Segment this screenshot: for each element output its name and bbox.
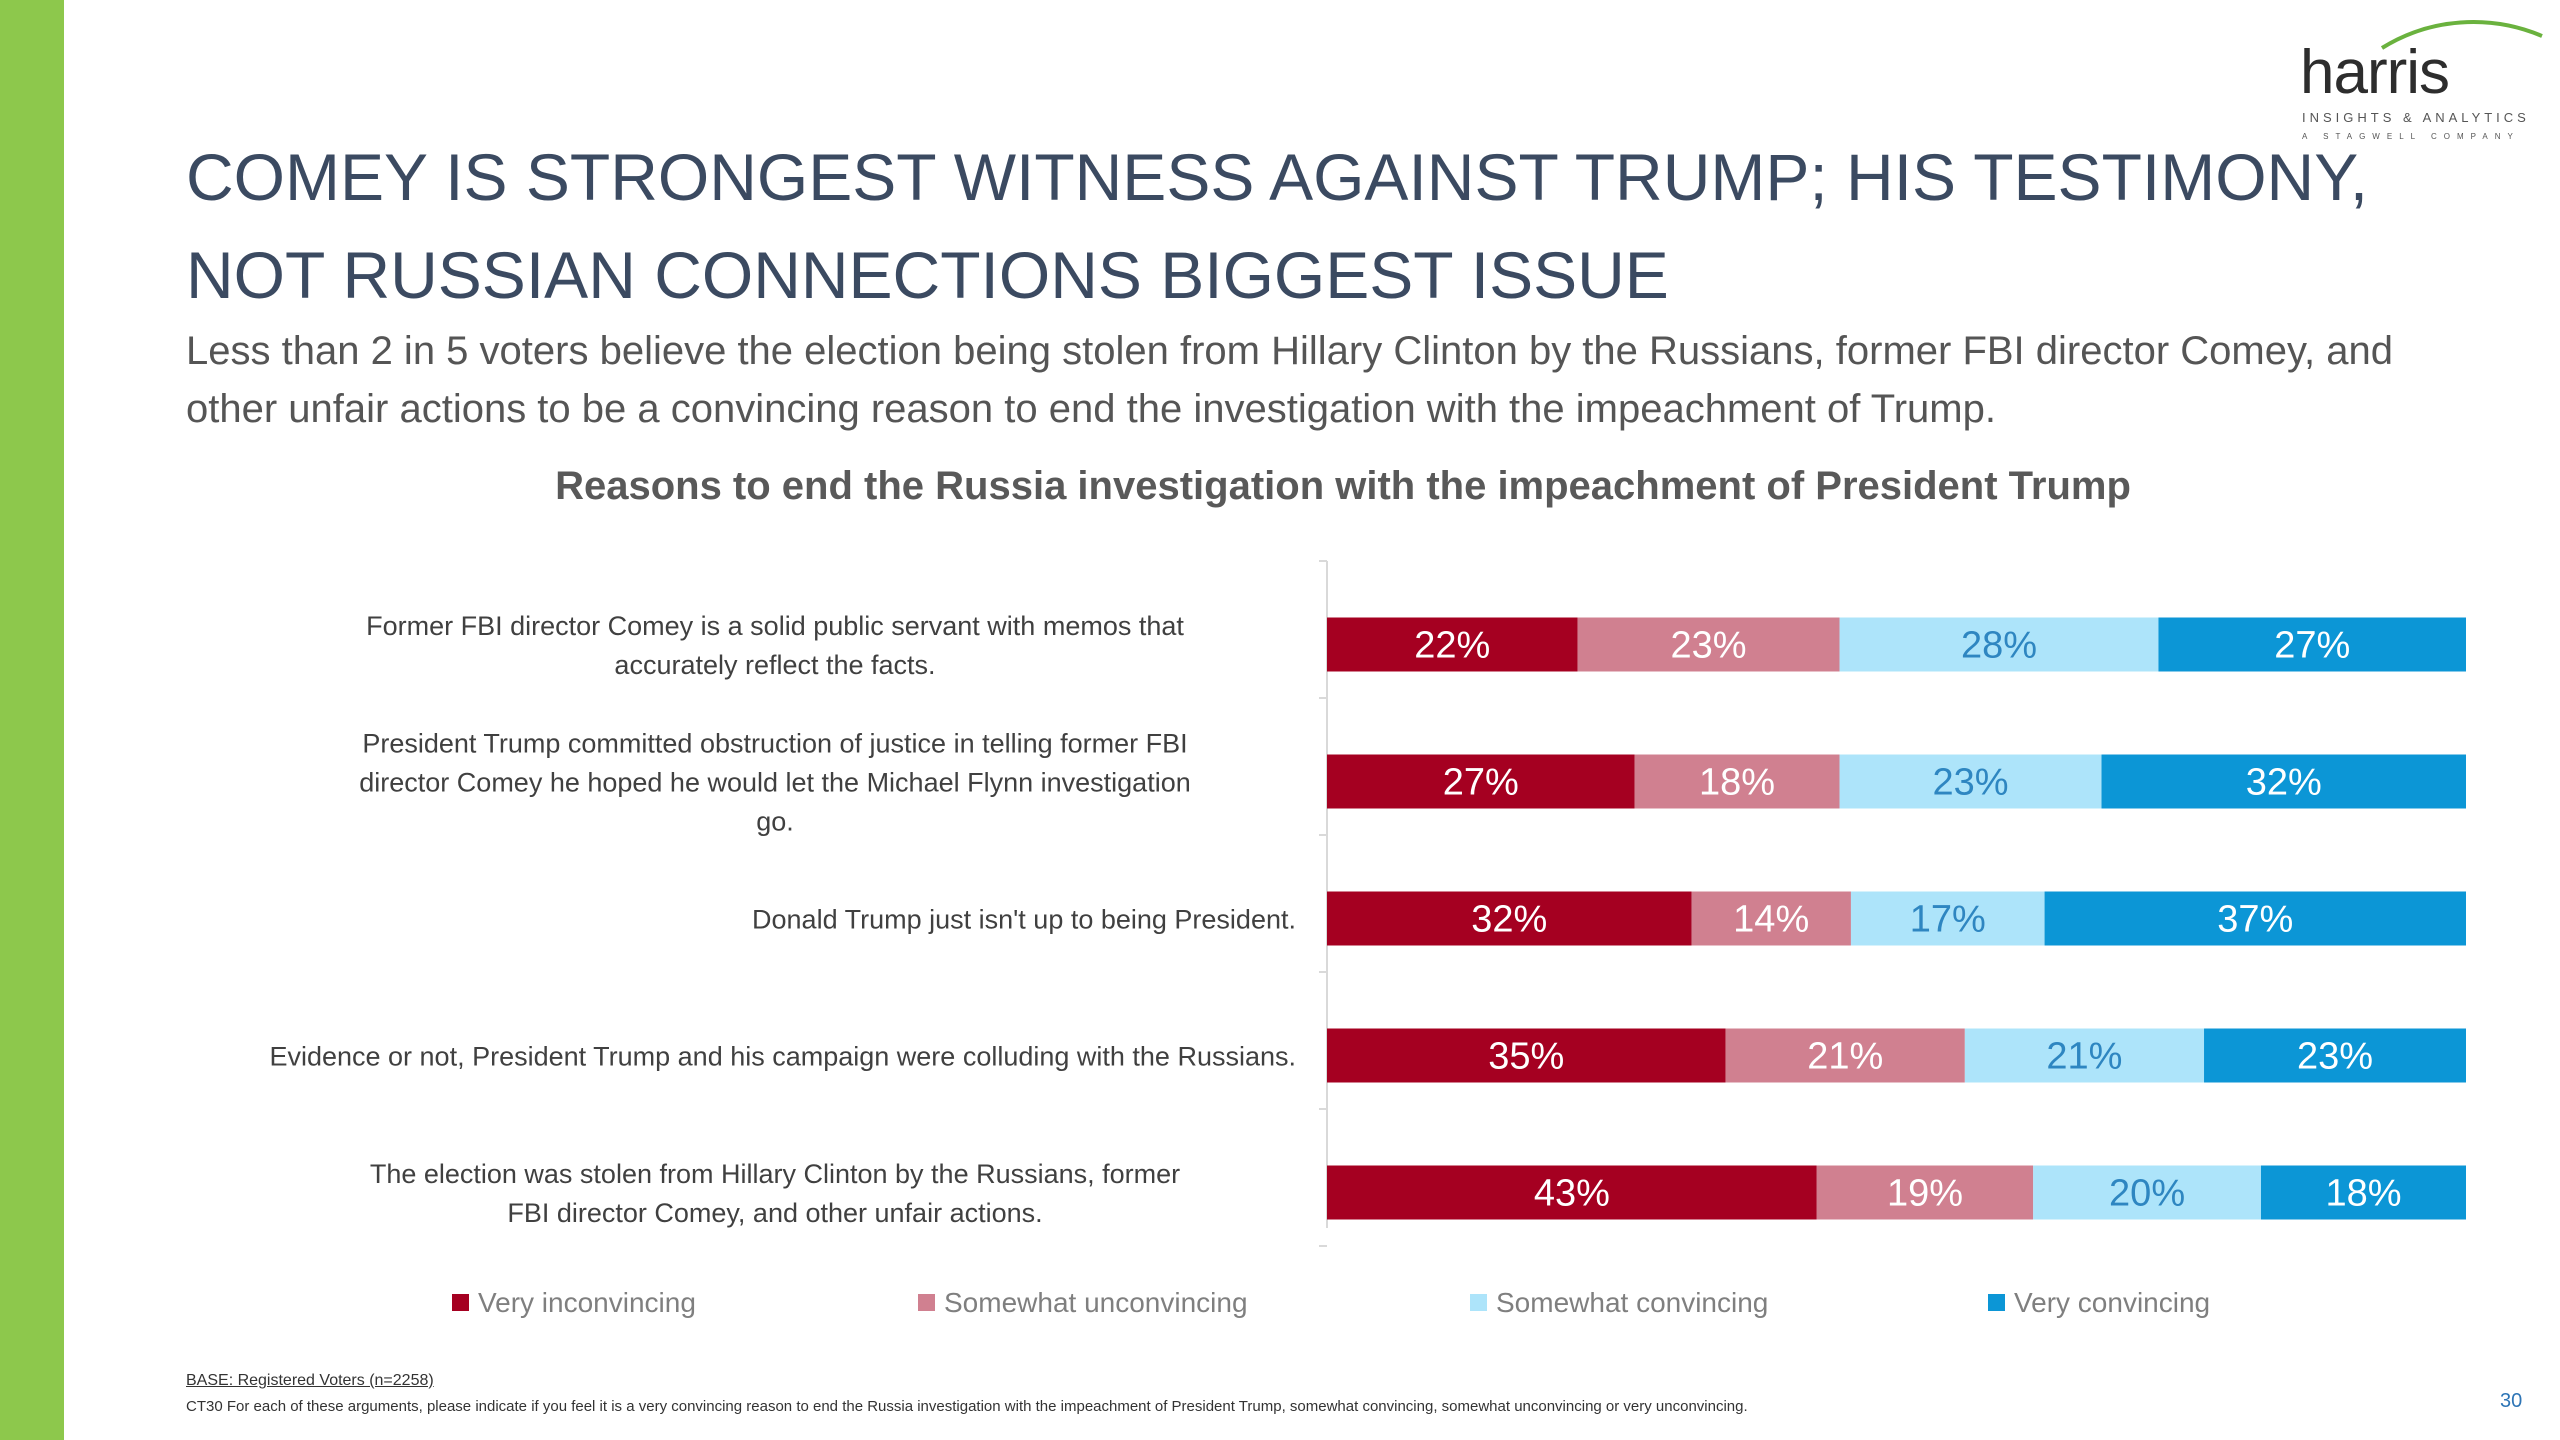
bar-segment [2204,1028,2466,1083]
data-label: 21% [1807,1036,1883,1078]
data-label: 17% [1910,899,1986,941]
bar-segment [1327,1165,1817,1220]
data-label: 23% [2297,1036,2373,1078]
data-label: 23% [1671,625,1747,667]
bar-segment [1850,891,2045,946]
legend-swatch [918,1294,935,1311]
data-label: 22% [1414,625,1490,667]
data-label: 32% [1471,899,1547,941]
bar-segment [1725,1028,1965,1083]
bar-segment [1327,754,1635,809]
data-label: 14% [1733,899,1809,941]
data-label: 23% [1933,762,2009,804]
category-label: The election was stolen from Hillary Cli… [370,1159,1180,1228]
logo-tagline: INSIGHTS & ANALYTICS [2302,110,2530,125]
slide-title: COMEY IS STRONGEST WITNESS AGAINST TRUMP… [186,140,2369,312]
stacked-bar-chart: Former FBI director Comey is a solid pub… [269,560,2466,1318]
logo-wordmark: harris [2300,38,2450,107]
legend-entry: Somewhat unconvincing [944,1287,1248,1318]
legend-entry: Very inconvincing [478,1287,696,1318]
bar-segment [1577,617,1840,672]
bar-segment [1839,617,2159,672]
data-label: 27% [2274,625,2350,667]
category-label: Donald Trump just isn't up to being Pres… [752,905,1296,935]
bar-segment [1816,1165,2034,1220]
accent-sidebar [0,0,64,1440]
bar-segment [1964,1028,2205,1083]
data-label: 19% [1887,1173,1963,1215]
data-label: 20% [2109,1173,2185,1215]
harris-logo: harris INSIGHTS & ANALYTICS A STAGWELL C… [2290,14,2550,154]
page-number: 30 [2500,1390,2523,1412]
bar-segment [2101,754,2466,809]
logo-subline: A STAGWELL COMPANY [2302,132,2520,141]
bar-segment [2260,1165,2466,1220]
bar-segment [1634,754,1840,809]
category-label: Evidence or not, President Trump and his… [269,1042,1296,1072]
data-label: 35% [1488,1036,1564,1078]
bar-segment [1327,891,1692,946]
bar-segment [2158,617,2466,672]
footnote-question: CT30 For each of these arguments, please… [186,1398,1748,1415]
legend-swatch [452,1294,469,1311]
category-label: Former FBI director Comey is a solid pub… [366,611,1184,680]
bar-segment [1327,1028,1726,1083]
bar-segment [1691,891,1851,946]
bar-segment [2033,1165,2261,1220]
data-label: 43% [1534,1173,1610,1215]
bar-segment [2044,891,2466,946]
data-label: 32% [2246,762,2322,804]
data-label: 37% [2217,899,2293,941]
data-label: 21% [2046,1036,2122,1078]
chart-title: Reasons to end the Russia investigation … [555,464,2131,508]
slide-subtitle: Less than 2 in 5 voters believe the elec… [186,329,2393,431]
data-label: 28% [1961,625,2037,667]
legend-entry: Somewhat convincing [1496,1287,1768,1318]
legend-swatch [1988,1294,2005,1311]
footnote-base: BASE: Registered Voters (n=2258) [186,1372,434,1389]
data-label: 18% [2325,1173,2401,1215]
data-label: 18% [1699,762,1775,804]
category-label: President Trump committed obstruction of… [359,729,1190,837]
legend-swatch [1470,1294,1487,1311]
data-label: 27% [1443,762,1519,804]
bar-segment [1839,754,2102,809]
bar-segment [1327,617,1578,672]
logo-swoosh-icon [2380,20,2543,50]
legend-entry: Very convincing [2014,1287,2210,1318]
